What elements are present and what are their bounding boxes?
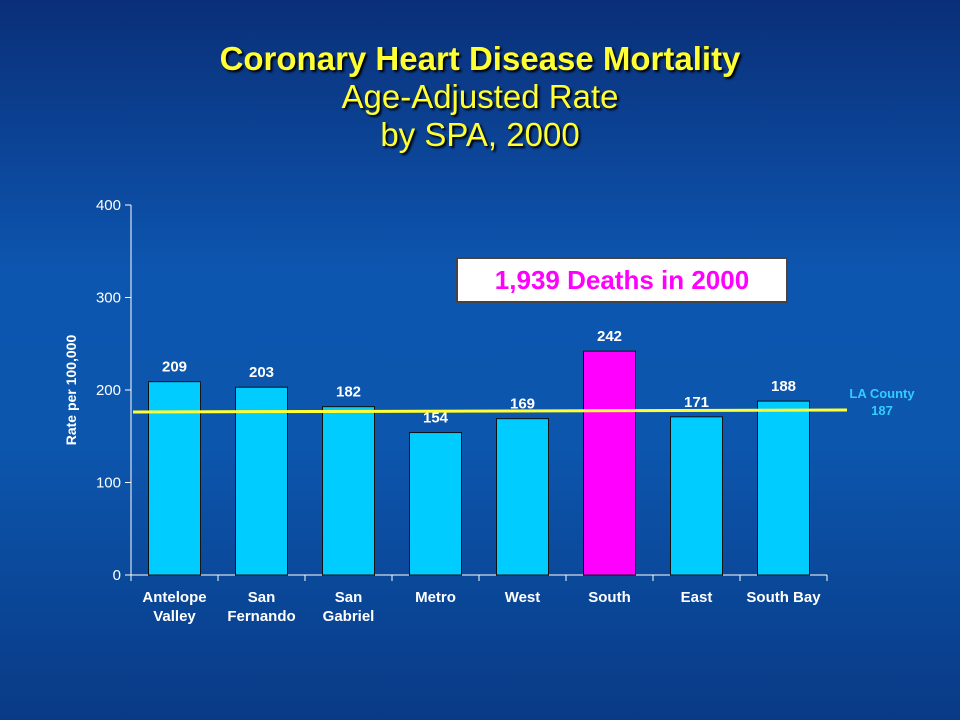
y-tick-label: 200: [96, 382, 121, 399]
data-label: 169: [510, 396, 535, 413]
x-tick-label: South Bay: [746, 589, 821, 606]
data-label: 242: [597, 328, 622, 345]
bar-5: [583, 350, 636, 576]
data-label: 171: [684, 394, 709, 411]
la-county-label-value: 187: [871, 403, 893, 418]
x-tick-label: Metro: [415, 589, 456, 606]
chart-subtitle-year: by SPA, 2000: [380, 116, 580, 153]
la-county-label-name: LA County: [849, 386, 915, 401]
x-tick-label: Gabriel: [323, 608, 375, 625]
x-tick-label: Antelope: [142, 589, 206, 606]
x-tick-label: San: [248, 589, 276, 606]
data-label: 182: [336, 384, 361, 401]
x-tick-label: Valley: [153, 608, 196, 625]
bar-4: [496, 418, 549, 576]
data-label: 209: [162, 359, 187, 376]
bar-1: [235, 386, 288, 576]
y-tick-label: 100: [96, 475, 121, 492]
bar-2: [322, 406, 375, 576]
la-county-reference-line: [132, 408, 848, 414]
x-tick-label: San: [335, 589, 363, 606]
y-axis-label: Rate per 100,000: [63, 335, 79, 446]
bar-0: [148, 381, 201, 576]
chart-title: Coronary Heart Disease Mortality: [219, 40, 741, 77]
y-tick-label: 0: [113, 567, 121, 584]
chart-title-block: Coronary Heart Disease Mortality Age-Adj…: [0, 40, 960, 154]
data-label: 203: [249, 364, 274, 381]
y-tick-label: 300: [96, 290, 121, 307]
bar-7: [757, 400, 810, 576]
deaths-callout: 1,939 Deaths in 2000: [456, 257, 788, 303]
x-tick-label: West: [505, 589, 541, 606]
x-tick-label: Fernando: [227, 608, 295, 625]
chart-subtitle: Age-Adjusted Rate: [341, 78, 619, 115]
y-tick-label: 400: [96, 197, 121, 214]
bar-6: [670, 416, 723, 576]
data-label: 188: [771, 378, 796, 395]
data-label: 154: [423, 410, 449, 427]
x-tick-label: South: [588, 589, 631, 606]
bar-3: [409, 432, 462, 576]
la-county-label: LA County 187: [834, 385, 930, 419]
x-tick-label: East: [681, 589, 713, 606]
